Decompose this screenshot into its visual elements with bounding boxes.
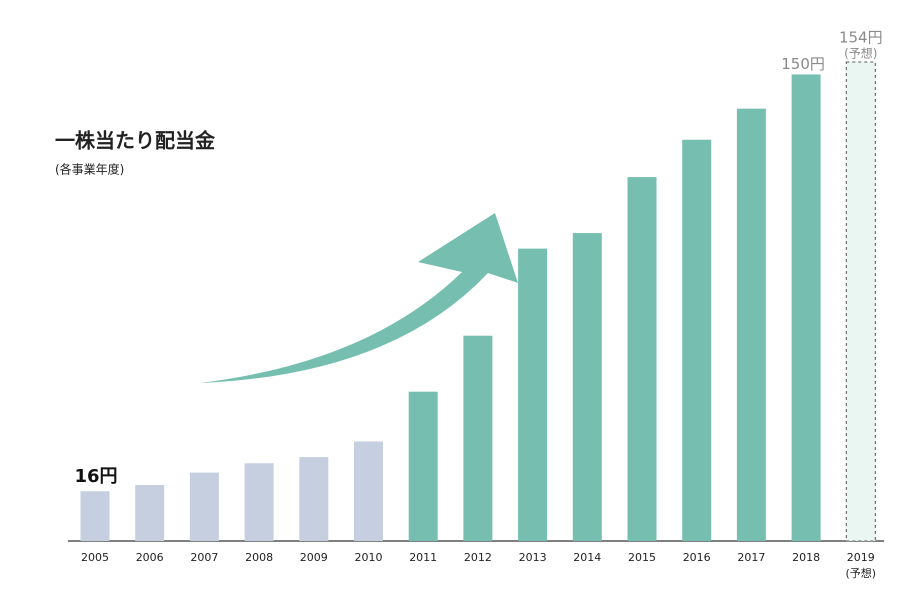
bar	[572, 233, 602, 542]
x-tick-label: 2013	[519, 551, 547, 564]
bar	[354, 441, 383, 541]
x-tick-label: 2008	[245, 551, 273, 564]
forecast-note: (予想)	[844, 46, 877, 61]
bar	[845, 61, 876, 542]
value-label: 154円	[839, 29, 883, 47]
bar	[299, 457, 329, 541]
x-tick-label: 2010	[355, 551, 383, 564]
forecast-note: (予想)	[846, 566, 877, 580]
x-tick-label: 2017	[737, 551, 765, 564]
value-label: 16円	[75, 466, 118, 487]
bar	[135, 485, 165, 541]
bar	[80, 491, 110, 541]
x-tick-label: 2007	[190, 551, 218, 564]
chart-subtitle: (各事業年度)	[55, 162, 124, 177]
x-tick-label: 2011	[409, 551, 437, 564]
bar	[463, 335, 493, 541]
bar	[244, 463, 274, 541]
x-tick-label: 2012	[464, 551, 492, 564]
x-tick-label: 2018	[792, 551, 820, 564]
x-tick-label: 2015	[628, 551, 656, 564]
chart-title: 一株当たり配当金	[55, 129, 216, 153]
growth-arrow	[200, 213, 518, 383]
value-label: 150円	[781, 55, 825, 73]
x-tick-label: 2005	[81, 551, 109, 564]
x-tick-label: 2014	[573, 551, 601, 564]
bar	[189, 472, 219, 541]
bar	[682, 139, 712, 541]
bar	[518, 248, 548, 541]
x-tick-label: 2016	[683, 551, 711, 564]
bar	[791, 74, 821, 541]
x-tick-label: 2019	[847, 551, 875, 564]
x-tick-label: 2006	[136, 551, 164, 564]
x-tick-label: 2009	[300, 551, 328, 564]
bar	[627, 177, 657, 541]
bar	[736, 108, 766, 541]
bar	[408, 391, 438, 541]
